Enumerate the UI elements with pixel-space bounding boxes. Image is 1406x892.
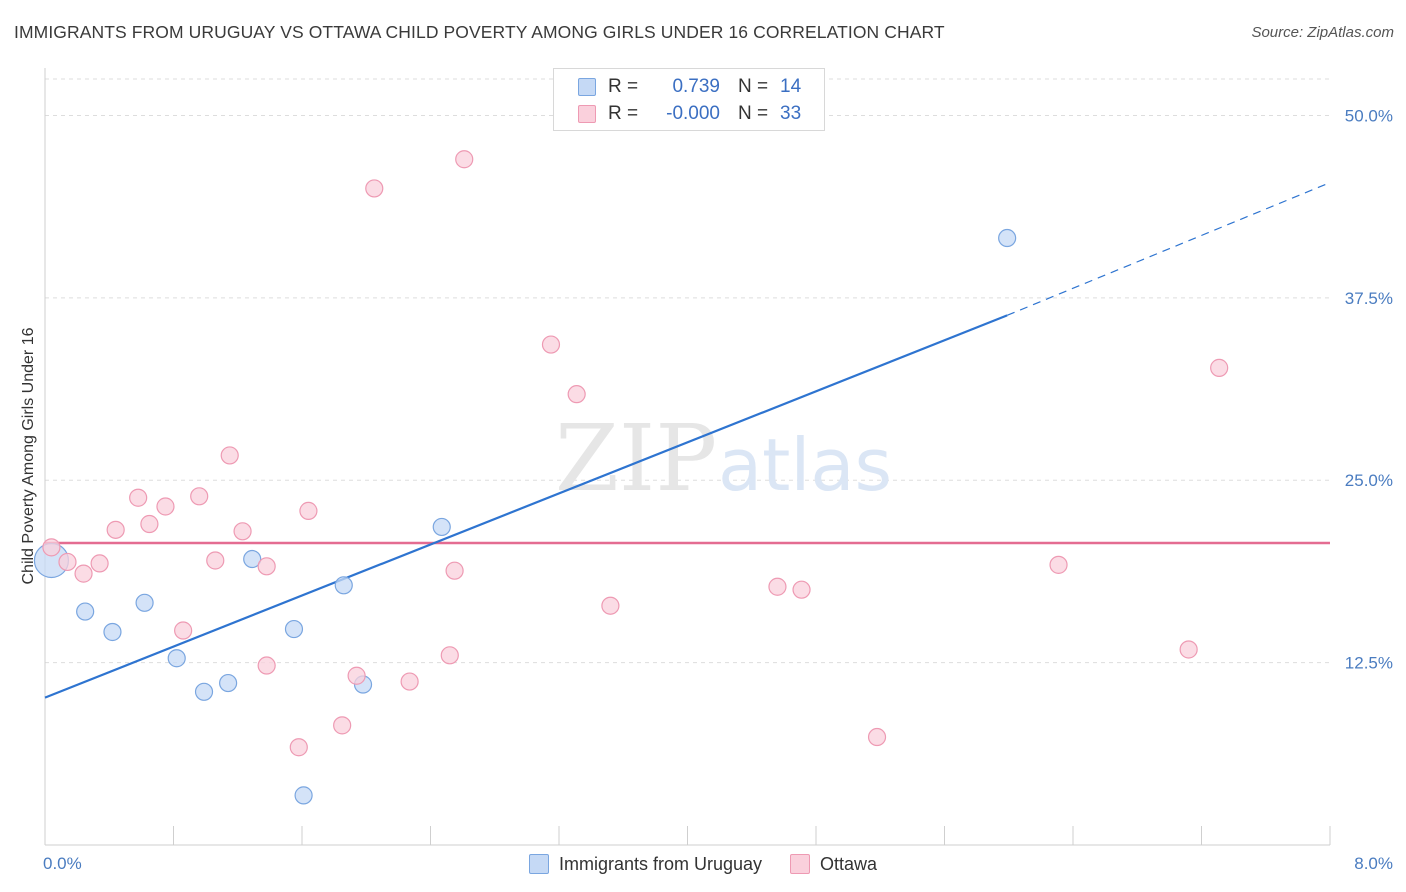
y-tick-label: 25.0%: [1345, 471, 1393, 490]
stats-legend: R = 0.739 N = 14 R = -0.000 N = 33: [553, 68, 825, 131]
trend-lines: [44, 182, 1331, 699]
uruguay-point: [135, 593, 154, 612]
watermark-atlas: atlas: [718, 423, 892, 507]
axes: [44, 68, 1331, 846]
uruguay-point: [194, 682, 214, 701]
ottawa-point: [455, 150, 474, 169]
ottawa-point: [58, 552, 77, 572]
n-label: N =: [738, 75, 769, 97]
r-value: 0.739: [672, 75, 720, 97]
ottawa-point: [156, 497, 175, 516]
data-points: [33, 150, 1229, 805]
y-tick-label: 37.5%: [1345, 289, 1393, 308]
ottawa-point: [400, 672, 419, 691]
ottawa-point: [768, 577, 787, 596]
ottawa-point: [867, 727, 887, 747]
ottawa-point: [257, 557, 276, 576]
legend-label-uruguay: Immigrants from Uruguay: [558, 853, 763, 874]
uruguay-point: [219, 673, 238, 693]
ottawa-point: [333, 716, 352, 735]
chart-title: IMMIGRANTS FROM URUGUAY VS OTTAWA CHILD …: [14, 22, 945, 42]
uruguay-trend-line: [44, 314, 1008, 699]
x-tick-labels: 0.0% 8.0%: [43, 854, 1393, 873]
uruguay-point: [294, 786, 313, 805]
ottawa-point: [140, 514, 159, 534]
uruguay-point: [243, 549, 262, 569]
legend-swatch-pink: [578, 104, 596, 123]
ottawa-point: [1179, 640, 1198, 659]
uruguay-point: [76, 602, 95, 621]
r-label: R =: [608, 75, 639, 97]
legend-swatch-blue: [528, 854, 549, 874]
ottawa-point: [106, 520, 125, 539]
uruguay-point: [167, 649, 186, 668]
ottawa-point: [289, 738, 308, 757]
ottawa-point: [365, 179, 384, 198]
legend-row-uruguay: R = 0.739 N = 14: [554, 73, 801, 100]
ottawa-point: [541, 335, 561, 354]
ottawa-point: [42, 538, 61, 557]
ottawa-point: [174, 621, 193, 640]
ottawa-point: [74, 564, 93, 583]
uruguay-point: [284, 619, 304, 639]
legend-label-ottawa: Ottawa: [820, 853, 878, 874]
ottawa-point: [440, 646, 459, 665]
ottawa-point: [445, 561, 464, 580]
ottawa-point: [90, 554, 109, 573]
y-tick-labels: 12.5% 25.0% 37.5% 50.0%: [1345, 106, 1393, 672]
x-tick-label: 8.0%: [1354, 854, 1393, 873]
ottawa-point: [257, 656, 276, 675]
legend-swatch-blue: [578, 77, 596, 96]
ottawa-point: [299, 501, 318, 520]
uruguay-point: [998, 228, 1017, 248]
legend-item-uruguay: Immigrants from Uruguay: [528, 853, 763, 875]
watermark-zip: ZIP: [555, 405, 717, 512]
ottawa-point: [206, 551, 225, 570]
ottawa-point: [601, 596, 620, 615]
ottawa-point: [190, 487, 209, 506]
ottawa-point: [1210, 358, 1229, 377]
uruguay-trend-extension: [1006, 182, 1331, 316]
series-legend: Immigrants from Uruguay Ottawa: [0, 852, 1406, 876]
uruguay-point: [432, 517, 451, 537]
n-label: N =: [738, 102, 769, 124]
ottawa-point: [567, 385, 586, 404]
r-label: R =: [608, 102, 639, 124]
n-value: 33: [780, 102, 802, 124]
source-credit: Source: ZipAtlas.com: [1251, 24, 1394, 41]
ottawa-point: [792, 580, 811, 599]
legend-item-ottawa: Ottawa: [790, 854, 877, 875]
zipatlas-watermark: ZIP atlas: [555, 405, 892, 512]
ottawa-point: [233, 522, 252, 541]
ottawa-point: [129, 488, 148, 507]
r-value: -0.000: [666, 102, 720, 124]
y-tick-label: 12.5%: [1345, 654, 1393, 673]
legend-swatch-pink: [790, 854, 811, 874]
uruguay-point: [334, 576, 353, 595]
ottawa-point: [1049, 555, 1068, 574]
y-tick-label: 50.0%: [1345, 106, 1393, 125]
n-value: 14: [780, 75, 802, 97]
uruguay-point: [103, 622, 122, 642]
x-tick-label: 0.0%: [43, 854, 82, 873]
ottawa-point: [220, 446, 239, 465]
legend-row-ottawa: R = -0.000 N = 33: [554, 100, 801, 127]
grid-lines: [45, 78, 1330, 664]
ottawa-point: [347, 666, 366, 685]
